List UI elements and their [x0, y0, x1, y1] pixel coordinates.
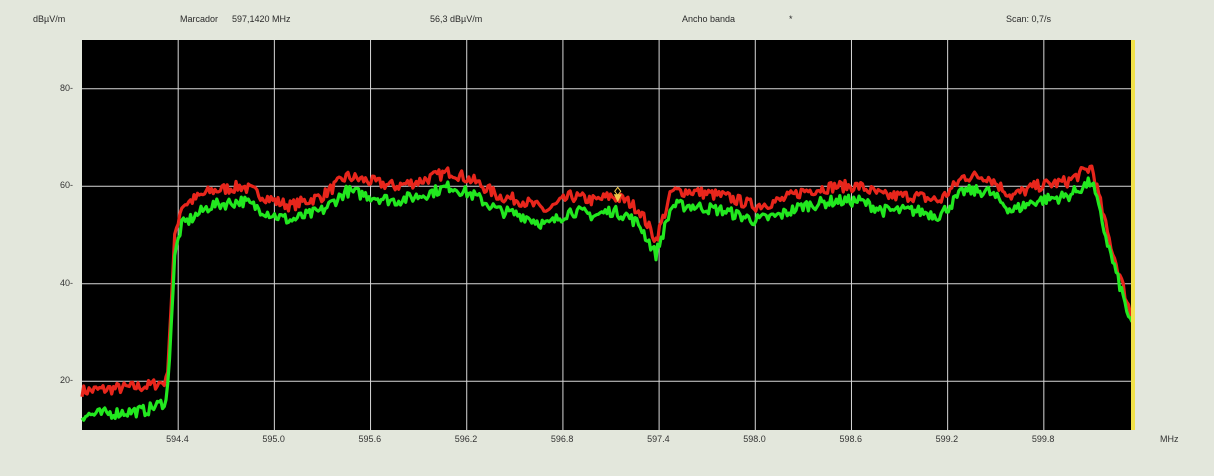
bandwidth-label: Ancho banda: [682, 14, 736, 24]
marker-group[interactable]: [613, 186, 622, 203]
x-tick-label: 599.2: [935, 434, 959, 444]
marker-level: 56,3 dBµV/m: [430, 14, 483, 24]
x-tick-label: 599.8: [1031, 434, 1055, 444]
plot-traces: [80, 164, 1134, 422]
x-tick-label: 595.6: [358, 434, 382, 444]
marker-diamond[interactable]: [614, 186, 622, 197]
trace-min-hold: [80, 176, 1134, 422]
bandwidth-value: *: [789, 14, 793, 24]
x-tick-label: 598.0: [743, 434, 766, 444]
marker-frequency: 597,1420 MHz: [232, 14, 291, 24]
plot-background: [82, 40, 1132, 430]
unit-label: dBµV/m: [33, 14, 66, 24]
x-tick-label: 597.4: [647, 434, 670, 444]
y-tick-label: 40-: [60, 277, 74, 288]
scan-rate: Scan: 0,7/s: [1006, 14, 1052, 24]
x-tick-label: 596.2: [454, 434, 478, 444]
y-tick-label: 80-: [60, 82, 74, 93]
x-tick-label: 596.8: [550, 434, 574, 444]
plot-right-edge: [1131, 40, 1135, 430]
x-axis-unit: MHz: [1160, 434, 1179, 444]
x-tick-label: 598.6: [839, 434, 862, 444]
x-tick-label: 594.4: [166, 434, 189, 444]
trace-max-hold: [80, 164, 1134, 398]
y-tick-label: 20-: [60, 375, 74, 386]
x-tick-label: 595.0: [262, 434, 285, 444]
y-tick-label: 60-: [60, 180, 74, 191]
marker-label: Marcador: [180, 14, 219, 24]
marker-triangle[interactable]: [613, 194, 622, 203]
